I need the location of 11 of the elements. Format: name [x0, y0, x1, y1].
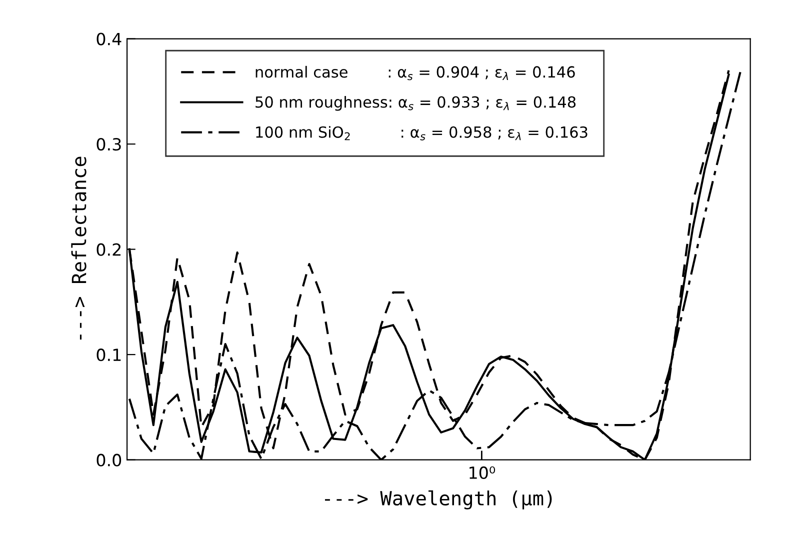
x-axis-title: ---> Wavelength (μm) — [325, 490, 552, 510]
y-tick-label: 0.0 — [96, 454, 122, 466]
text: 100 nm SiO$_{2}$ : α$_{s}$ = 0.958 ; ε$_{λ}$ = 0.163 — [256, 126, 588, 140]
legend-label: normal case : α$_{s}$ = 0.904 ; ε$_{λ}$ = 0.146 — [256, 66, 575, 80]
y-axis-title: ---> Reflectance — [71, 156, 86, 340]
y-tick-label: 0.3 — [96, 138, 121, 151]
legend-label: 50 nm roughness: α$_{s}$ = 0.933 ; ε$_{λ}$ = 0.148 — [256, 96, 576, 111]
y-tick-label: 0.1 — [96, 348, 121, 362]
y-tick-label: 0.2 — [96, 243, 121, 256]
y-tick-label: 0.4 — [96, 32, 122, 46]
text: 10⁰ — [470, 466, 496, 480]
